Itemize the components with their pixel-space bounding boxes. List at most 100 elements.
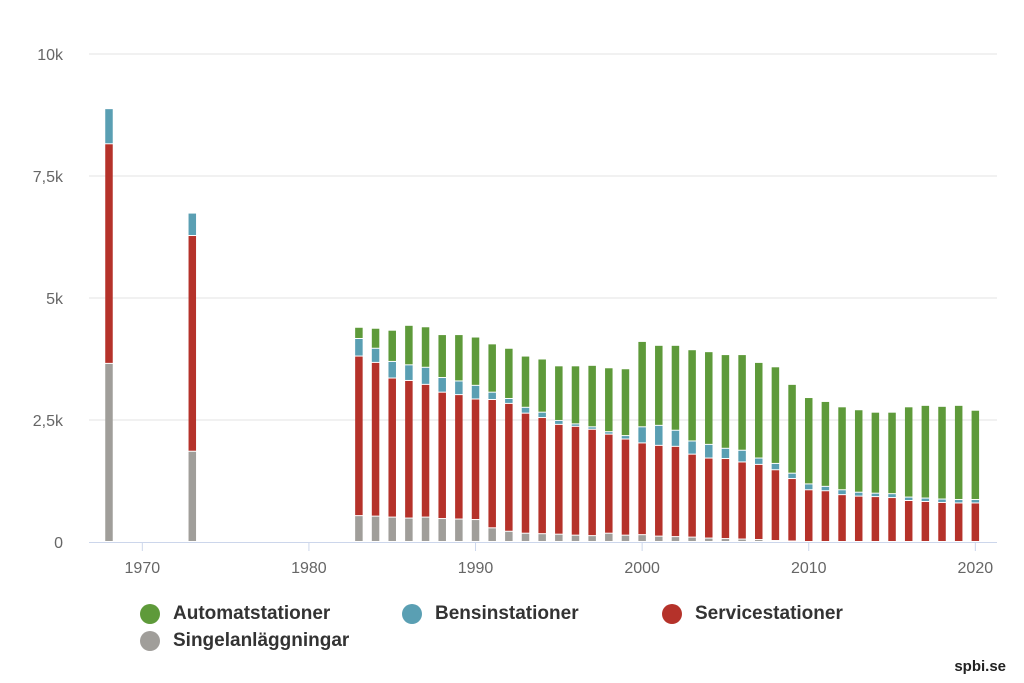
bar-bensinstationer-2011[interactable] — [821, 486, 830, 491]
bar-servicestationer-1998[interactable] — [605, 434, 613, 533]
bar-singelanl-ggningar-1984[interactable] — [371, 516, 380, 541]
bar-singelanl-ggningar-2001[interactable] — [655, 536, 663, 541]
bar-servicestationer-2013[interactable] — [854, 496, 863, 541]
bar-bensinstationer-2010[interactable] — [804, 484, 813, 490]
bar-bensinstationer-2004[interactable] — [705, 444, 713, 458]
bar-automatstationer-2005[interactable] — [721, 355, 730, 448]
bar-bensinstationer-1997[interactable] — [588, 427, 596, 429]
bar-singelanl-ggningar-1987[interactable] — [421, 517, 430, 541]
bar-servicestationer-1984[interactable] — [371, 362, 380, 516]
bar-bensinstationer-2009[interactable] — [788, 473, 796, 479]
bar-automatstationer-1985[interactable] — [388, 330, 396, 361]
bar-singelanl-ggningar-1996[interactable] — [571, 535, 580, 541]
bar-singelanl-ggningar-1973[interactable] — [188, 451, 197, 541]
bar-servicestationer-1968[interactable] — [105, 144, 113, 363]
bar-bensinstationer-1983[interactable] — [355, 338, 363, 356]
bar-singelanl-ggningar-1997[interactable] — [588, 536, 596, 541]
bar-bensinstationer-2003[interactable] — [688, 441, 696, 454]
bar-servicestationer-2005[interactable] — [721, 459, 730, 539]
bar-automatstationer-1983[interactable] — [355, 327, 363, 338]
bar-servicestationer-2004[interactable] — [705, 458, 713, 538]
source-credit[interactable]: spbi.se — [954, 658, 1006, 675]
bar-bensinstationer-1996[interactable] — [571, 424, 580, 426]
bar-automatstationer-1995[interactable] — [555, 366, 563, 420]
bar-servicestationer-1990[interactable] — [471, 399, 480, 520]
bar-automatstationer-1989[interactable] — [455, 335, 463, 381]
bar-servicestationer-1988[interactable] — [438, 392, 446, 519]
bar-servicestationer-2007[interactable] — [755, 464, 763, 540]
bar-automatstationer-2016[interactable] — [904, 407, 913, 497]
bar-bensinstationer-1989[interactable] — [455, 381, 463, 395]
bar-automatstationer-2013[interactable] — [854, 410, 863, 492]
bar-bensinstationer-1968[interactable] — [105, 109, 113, 144]
bar-servicestationer-2001[interactable] — [655, 445, 663, 536]
bar-servicestationer-2008[interactable] — [771, 470, 780, 541]
bar-servicestationer-2000[interactable] — [638, 443, 646, 535]
bar-singelanl-ggningar-2005[interactable] — [721, 539, 730, 541]
bar-servicestationer-2002[interactable] — [671, 446, 680, 537]
bar-servicestationer-2014[interactable] — [871, 497, 880, 541]
bar-servicestationer-1989[interactable] — [455, 395, 463, 519]
bar-automatstationer-2009[interactable] — [788, 384, 796, 473]
bar-bensinstationer-2013[interactable] — [854, 492, 863, 496]
bar-bensinstationer-2014[interactable] — [871, 493, 880, 497]
bar-servicestationer-1987[interactable] — [421, 384, 430, 517]
bar-bensinstationer-1973[interactable] — [188, 213, 197, 236]
bar-servicestationer-2009[interactable] — [788, 479, 796, 541]
bar-singelanl-ggningar-1993[interactable] — [521, 533, 530, 541]
legend-item-automatstationer[interactable]: Automatstationer — [140, 603, 330, 625]
bar-singelanl-ggningar-1995[interactable] — [555, 534, 563, 541]
bar-bensinstationer-2006[interactable] — [738, 450, 746, 462]
bar-automatstationer-2020[interactable] — [971, 410, 980, 500]
bar-bensinstationer-2018[interactable] — [938, 499, 946, 502]
bar-bensinstationer-2008[interactable] — [771, 463, 780, 470]
bar-automatstationer-2014[interactable] — [871, 412, 880, 493]
bar-singelanl-ggningar-1994[interactable] — [538, 534, 546, 541]
bar-singelanl-ggningar-2006[interactable] — [738, 539, 746, 541]
bar-singelanl-ggningar-1988[interactable] — [438, 519, 446, 541]
bar-automatstationer-1997[interactable] — [588, 365, 596, 427]
legend-item-bensinstationer[interactable]: Bensinstationer — [402, 603, 579, 625]
bar-bensinstationer-2017[interactable] — [921, 498, 930, 501]
bar-servicestationer-2012[interactable] — [838, 495, 846, 541]
bar-automatstationer-1987[interactable] — [421, 327, 430, 367]
bar-singelanl-ggningar-2003[interactable] — [688, 537, 696, 541]
bar-servicestationer-1999[interactable] — [621, 439, 630, 535]
bar-automatstationer-2002[interactable] — [671, 345, 680, 430]
bar-automatstationer-2000[interactable] — [638, 341, 646, 427]
bar-servicestationer-2015[interactable] — [888, 498, 896, 541]
bar-servicestationer-2006[interactable] — [738, 462, 746, 539]
bar-bensinstationer-1986[interactable] — [405, 365, 413, 380]
bar-automatstationer-1992[interactable] — [505, 348, 513, 399]
bar-automatstationer-1990[interactable] — [471, 337, 480, 385]
bar-servicestationer-1993[interactable] — [521, 413, 530, 533]
bar-automatstationer-1996[interactable] — [571, 366, 580, 424]
bar-automatstationer-1993[interactable] — [521, 356, 530, 407]
bar-automatstationer-1994[interactable] — [538, 359, 546, 412]
bar-servicestationer-1983[interactable] — [355, 356, 363, 516]
bar-automatstationer-2010[interactable] — [804, 398, 813, 484]
bar-servicestationer-1985[interactable] — [388, 378, 396, 517]
bar-singelanl-ggningar-1985[interactable] — [388, 517, 396, 541]
bar-bensinstationer-2012[interactable] — [838, 490, 846, 495]
bar-bensinstationer-2002[interactable] — [671, 430, 680, 446]
bar-bensinstationer-2020[interactable] — [971, 500, 980, 503]
bar-singelanl-ggningar-1998[interactable] — [605, 533, 613, 541]
bar-servicestationer-2011[interactable] — [821, 491, 830, 541]
bar-bensinstationer-2001[interactable] — [655, 425, 663, 445]
bar-bensinstationer-1990[interactable] — [471, 385, 480, 399]
bar-singelanl-ggningar-1999[interactable] — [621, 535, 630, 541]
bar-bensinstationer-1993[interactable] — [521, 407, 530, 413]
bar-automatstationer-1991[interactable] — [488, 344, 496, 392]
bar-bensinstationer-1991[interactable] — [488, 392, 496, 399]
bar-singelanl-ggningar-1990[interactable] — [471, 520, 480, 541]
bar-singelanl-ggningar-2007[interactable] — [755, 540, 763, 541]
bar-automatstationer-2006[interactable] — [738, 355, 746, 450]
bar-automatstationer-2019[interactable] — [954, 405, 963, 500]
bar-singelanl-ggningar-1983[interactable] — [355, 516, 363, 541]
legend-item-singelanlaggningar[interactable]: Singelanläggningar — [140, 630, 349, 652]
bar-bensinstationer-1984[interactable] — [371, 348, 380, 362]
bar-singelanl-ggningar-1989[interactable] — [455, 519, 463, 541]
bar-bensinstationer-1988[interactable] — [438, 378, 446, 392]
bar-bensinstationer-2019[interactable] — [954, 500, 963, 503]
